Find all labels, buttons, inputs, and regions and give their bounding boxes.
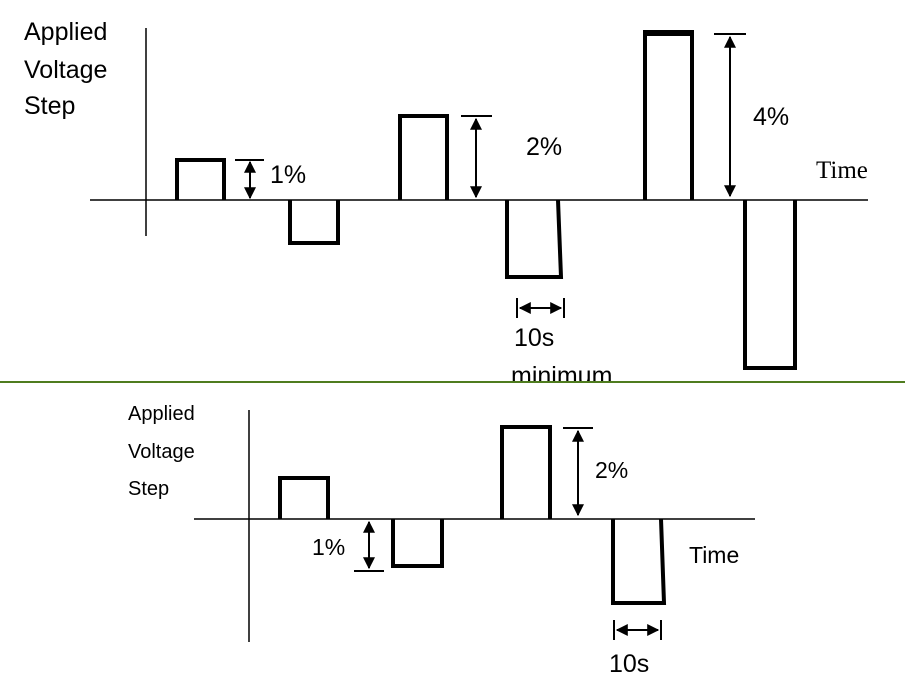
top-duration-value: 10s	[514, 324, 554, 352]
top-pulse-neg-3	[743, 200, 797, 370]
top-time-label: Time	[816, 157, 868, 184]
bottom-pulse-neg-2	[611, 518, 667, 605]
top-pulse-neg-2	[505, 199, 564, 279]
top-label-4pct: 4%	[753, 103, 789, 131]
top-label-2pct: 2%	[526, 133, 562, 161]
bottom-pulse-neg-1	[391, 519, 444, 568]
bottom-diagram: Applied Voltage Step 1% 2% Time 10s	[128, 403, 755, 678]
bottom-pulse-pos-2	[500, 425, 552, 519]
bottom-label-2pct: 2%	[595, 457, 628, 483]
top-pulse-pos-1	[175, 158, 226, 200]
top-pulse-pos-3	[643, 30, 694, 200]
top-label-1pct: 1%	[270, 161, 306, 189]
bottom-duration-value: 10s	[609, 650, 649, 678]
bottom-time-label: Time	[689, 542, 739, 568]
bottom-label-1pct: 1%	[312, 534, 345, 560]
bottom-y-label: Applied Voltage Step	[128, 403, 200, 500]
top-y-label: Applied Voltage Step	[24, 18, 114, 120]
bottom-pulse-pos-1	[278, 476, 330, 519]
top-pulse-pos-2	[398, 114, 449, 200]
top-pulse-neg-1	[288, 200, 340, 245]
top-diagram: Applied Voltage Step 1% 2% 4% Time	[24, 18, 868, 390]
